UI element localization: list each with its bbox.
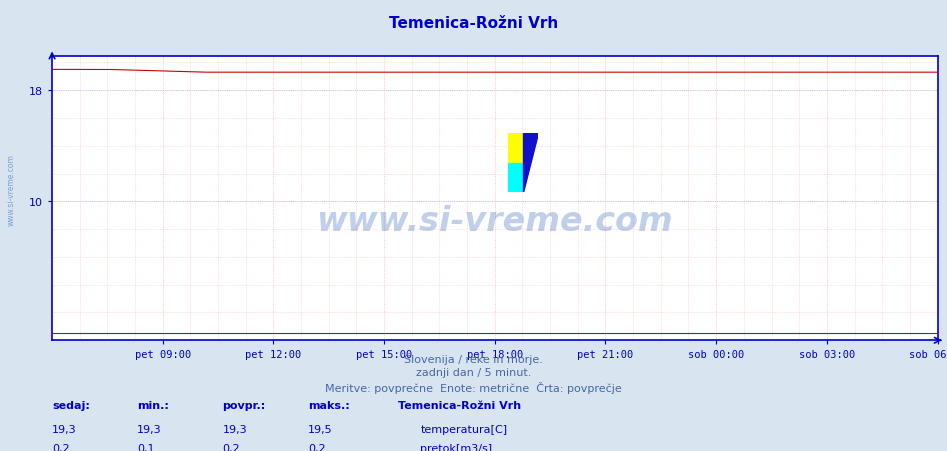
Text: min.:: min.: [137,400,170,410]
Text: 19,3: 19,3 [52,424,77,434]
Text: Meritve: povprečne  Enote: metrične  Črta: povprečje: Meritve: povprečne Enote: metrične Črta:… [325,381,622,393]
Text: 0,1: 0,1 [137,443,154,451]
Text: 19,3: 19,3 [223,424,247,434]
Text: 19,5: 19,5 [308,424,332,434]
Text: sedaj:: sedaj: [52,400,90,410]
Text: 0,2: 0,2 [52,443,70,451]
Text: pretok[m3/s]: pretok[m3/s] [420,443,492,451]
Text: 0,2: 0,2 [223,443,241,451]
Text: www.si-vreme.com: www.si-vreme.com [316,205,673,238]
Text: 0,2: 0,2 [308,443,326,451]
Text: maks.:: maks.: [308,400,349,410]
Text: Temenica-Rožni Vrh: Temenica-Rožni Vrh [389,16,558,31]
Text: temperatura[C]: temperatura[C] [420,424,508,434]
Text: Slovenija / reke in morje.: Slovenija / reke in morje. [404,354,543,364]
Text: www.si-vreme.com: www.si-vreme.com [7,153,16,226]
Text: zadnji dan / 5 minut.: zadnji dan / 5 minut. [416,368,531,377]
Polygon shape [524,134,539,193]
Bar [509,163,524,193]
Text: Temenica-Rožni Vrh: Temenica-Rožni Vrh [398,400,521,410]
Bar [509,134,524,163]
Text: 19,3: 19,3 [137,424,162,434]
Text: povpr.:: povpr.: [223,400,266,410]
